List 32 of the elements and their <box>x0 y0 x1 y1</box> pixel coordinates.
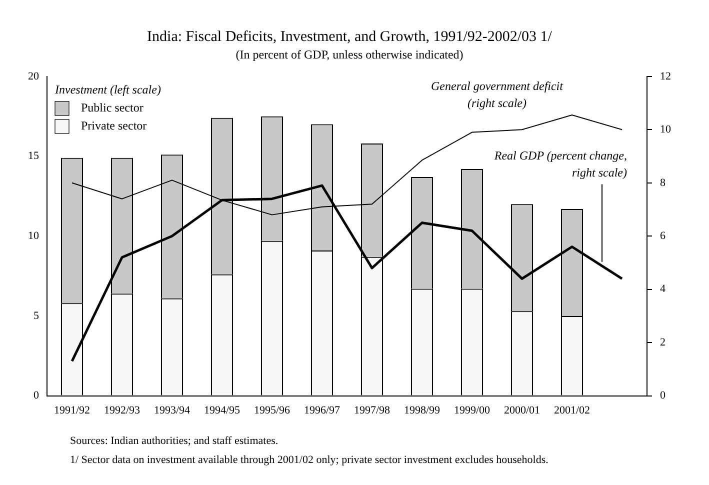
chart-subtitle: (In percent of GDP, unless otherwise indicated) <box>236 47 464 62</box>
series-label: General government deficit (right scale) <box>431 79 564 110</box>
text: 1/ Sector data on investment available through 2001/02 only; private sector investment excludes households. <box>70 453 548 468</box>
y2-tick-label: 8 <box>660 176 666 189</box>
x-tick-label: 1995/96 <box>254 404 291 416</box>
y-tick-label: 5 <box>34 310 40 322</box>
x-tick-label: 1993/94 <box>154 404 191 416</box>
x-tick-label: 1998/99 <box>404 404 441 416</box>
x-tick-label: 1994/95 <box>204 404 241 416</box>
y-tick-label: 15 <box>28 150 40 162</box>
y2-tick-label: 10 <box>660 124 672 136</box>
y-tick-label: 0 <box>34 390 40 402</box>
legend-label: Private sector <box>81 118 147 133</box>
x-tick-label: 1992/93 <box>104 404 141 416</box>
y2-tick-label: 12 <box>660 70 671 82</box>
y-tick-label: 20 <box>28 70 40 82</box>
legend-label: Public sector <box>81 100 144 115</box>
x-tick-label: 2000/01 <box>504 404 540 416</box>
x-tick-label: 2001/02 <box>554 404 590 416</box>
x-tick-label: 1996/97 <box>304 404 341 416</box>
y-tick-label: 10 <box>28 230 40 242</box>
x-tick-label: 1991/92 <box>54 404 90 416</box>
y2-tick-label: 4 <box>660 283 666 296</box>
x-tick-label: 1997/98 <box>354 404 391 416</box>
legend-title: Investment (left scale) <box>54 82 161 97</box>
y2-tick-label: 2 <box>660 336 666 348</box>
chart-title: India: Fiscal Deficits, Investment, and Growth, 1991/92-2002/03 1/ <box>147 28 553 45</box>
x-tick-label: 1999/00 <box>454 404 491 416</box>
y2-tick-label: 0 <box>660 390 666 402</box>
text: Real GDP (percent change, right scale) <box>493 148 627 180</box>
source-note: Sources: Indian authorities; and staff estimates. <box>70 434 280 449</box>
y2-tick-label: 6 <box>660 230 666 242</box>
